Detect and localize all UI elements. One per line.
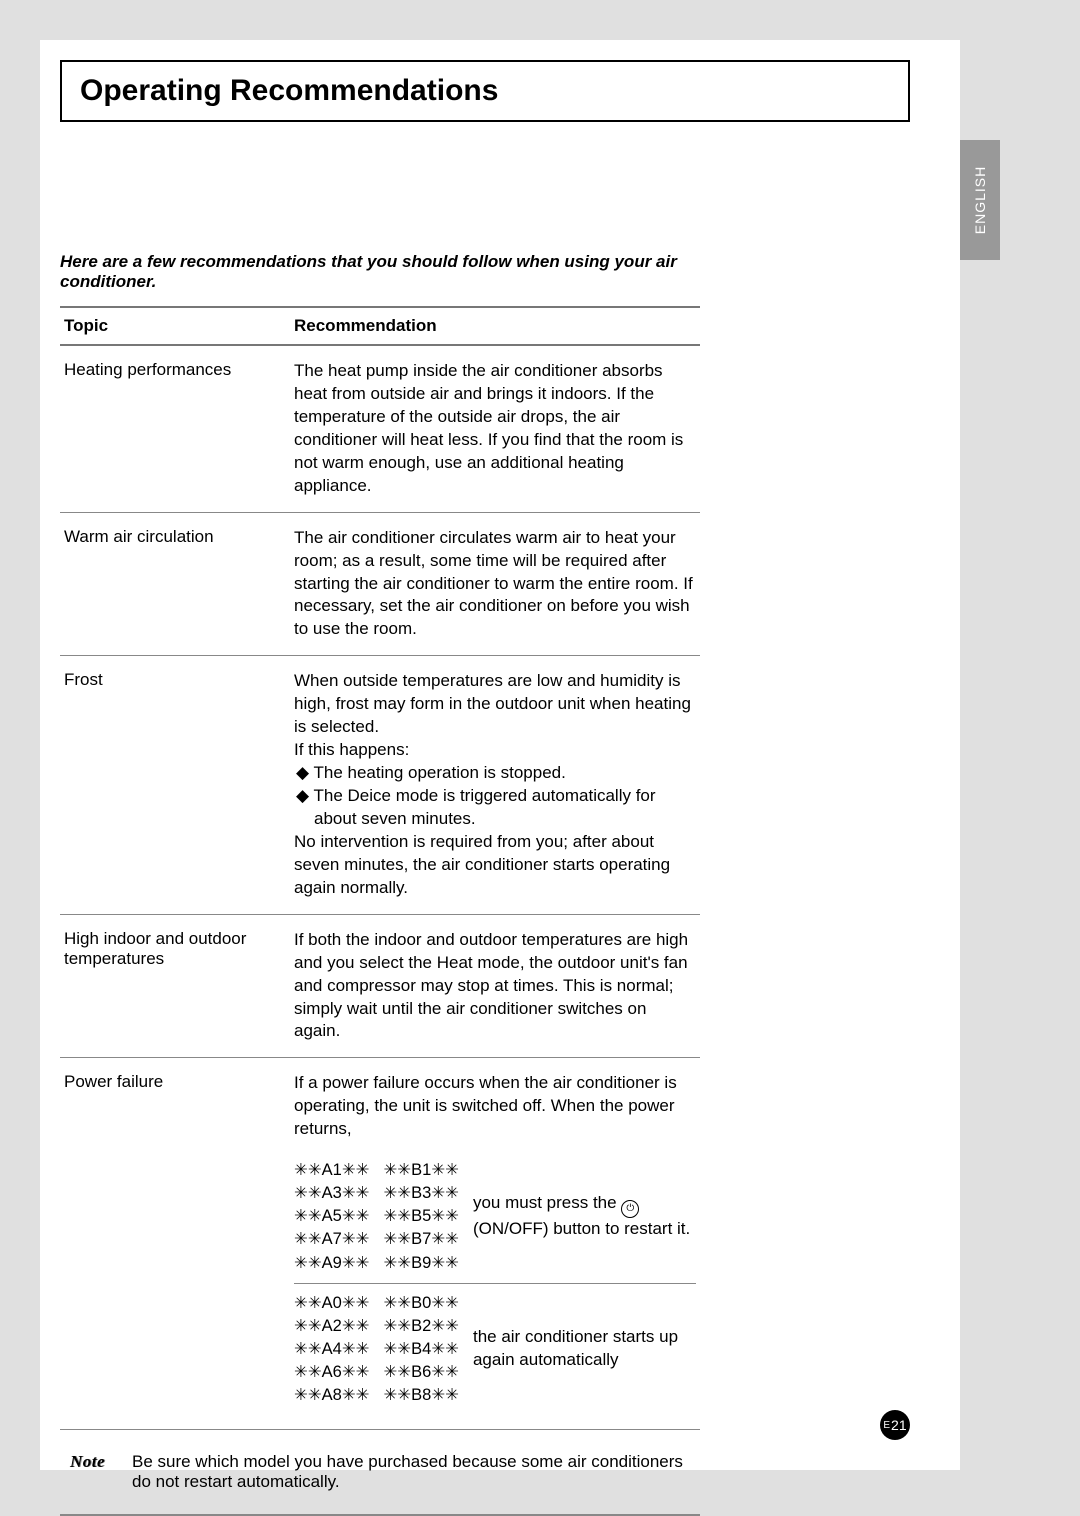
- power-failure-text: If a power failure occurs when the air c…: [294, 1072, 696, 1141]
- topic-cell: Warm air circulation: [60, 512, 290, 656]
- code: ✳✳A8✳✳: [294, 1384, 369, 1407]
- frost-bullet: The Deice mode is triggered automaticall…: [300, 785, 696, 831]
- page-title: Operating Recommendations: [80, 74, 890, 108]
- codes-column-b: ✳✳B0✳✳ ✳✳B2✳✳ ✳✳B4✳✳ ✳✳B6✳✳ ✳✳B8✳✳: [383, 1292, 458, 1407]
- language-tab: ENGLISH: [960, 140, 1000, 260]
- code: ✳✳A3✳✳: [294, 1182, 369, 1205]
- page-number-badge: E21: [880, 1410, 910, 1440]
- recommendation-cell: When outside temperatures are low and hu…: [290, 656, 700, 914]
- onoff-icon: ⏻: [621, 1200, 639, 1218]
- page-number-prefix: E: [883, 1420, 890, 1431]
- frost-pre-text: When outside temperatures are low and hu…: [294, 670, 696, 762]
- recommendation-cell: The heat pump inside the air conditioner…: [290, 345, 700, 512]
- topic-cell: High indoor and outdoor temperatures: [60, 914, 290, 1058]
- intro-text: Here are a few recommendations that you …: [60, 252, 680, 292]
- title-box: Operating Recommendations: [60, 60, 910, 122]
- code: ✳✳B7✳✳: [383, 1228, 458, 1251]
- note-label: Note: [66, 1442, 126, 1502]
- codes-column-a: ✳✳A0✳✳ ✳✳A2✳✳ ✳✳A4✳✳ ✳✳A6✳✳ ✳✳A8✳✳: [294, 1292, 369, 1407]
- table-row: Warm air circulation The air conditioner…: [60, 512, 700, 656]
- header-recommendation: Recommendation: [290, 307, 700, 345]
- code: ✳✳A7✳✳: [294, 1228, 369, 1251]
- document-page: Operating Recommendations ENGLISH Here a…: [40, 40, 960, 1470]
- table-row: High indoor and outdoor temperatures If …: [60, 914, 700, 1058]
- codes-column-b: ✳✳B1✳✳ ✳✳B3✳✳ ✳✳B5✳✳ ✳✳B7✳✳ ✳✳B9✳✳: [383, 1159, 458, 1274]
- codes-description: the air conditioner starts up again auto…: [473, 1326, 696, 1372]
- code: ✳✳B5✳✳: [383, 1205, 458, 1228]
- code: ✳✳B8✳✳: [383, 1384, 458, 1407]
- code: ✳✳B1✳✳: [383, 1159, 458, 1182]
- note-row: Note Be sure which model you have purcha…: [60, 1430, 700, 1516]
- frost-post-text: No intervention is required from you; af…: [294, 831, 696, 900]
- topic-cell: Heating performances: [60, 345, 290, 512]
- page-number: 21: [891, 1417, 907, 1433]
- note-text: Be sure which model you have purchased b…: [128, 1442, 694, 1502]
- topic-cell: Frost: [60, 656, 290, 914]
- codes-description: you must press the ⏻ (ON/OFF) button to …: [473, 1192, 696, 1241]
- codes-block: ✳✳A0✳✳ ✳✳A2✳✳ ✳✳A4✳✳ ✳✳A6✳✳ ✳✳A8✳✳ ✳✳B0✳…: [294, 1283, 696, 1415]
- topic-cell: Power failure: [60, 1058, 290, 1430]
- frost-bullet: The heating operation is stopped.: [300, 762, 696, 785]
- table-row: Heating performances The heat pump insid…: [60, 345, 700, 512]
- recommendation-cell: The air conditioner circulates warm air …: [290, 512, 700, 656]
- recommendations-table: Topic Recommendation Heating performance…: [60, 306, 700, 1516]
- code: ✳✳B4✳✳: [383, 1338, 458, 1361]
- code: ✳✳B2✳✳: [383, 1315, 458, 1338]
- codes-block: ✳✳A1✳✳ ✳✳A3✳✳ ✳✳A5✳✳ ✳✳A7✳✳ ✳✳A9✳✳ ✳✳B1✳…: [294, 1151, 696, 1282]
- code: ✳✳A1✳✳: [294, 1159, 369, 1182]
- codes-column-a: ✳✳A1✳✳ ✳✳A3✳✳ ✳✳A5✳✳ ✳✳A7✳✳ ✳✳A9✳✳: [294, 1159, 369, 1274]
- code: ✳✳A2✳✳: [294, 1315, 369, 1338]
- table-row: Frost When outside temperatures are low …: [60, 656, 700, 914]
- code: ✳✳A5✳✳: [294, 1205, 369, 1228]
- code: ✳✳B9✳✳: [383, 1252, 458, 1275]
- recommendation-cell: If a power failure occurs when the air c…: [290, 1058, 700, 1430]
- code: ✳✳A6✳✳: [294, 1361, 369, 1384]
- recommendation-cell: If both the indoor and outdoor temperatu…: [290, 914, 700, 1058]
- table-header-row: Topic Recommendation: [60, 307, 700, 345]
- code: ✳✳B6✳✳: [383, 1361, 458, 1384]
- note-cell: Note Be sure which model you have purcha…: [60, 1430, 700, 1516]
- desc-post: (ON/OFF) button to restart it.: [473, 1219, 690, 1238]
- code: ✳✳A0✳✳: [294, 1292, 369, 1315]
- table-row: Power failure If a power failure occurs …: [60, 1058, 700, 1430]
- header-topic: Topic: [60, 307, 290, 345]
- code: ✳✳B3✳✳: [383, 1182, 458, 1205]
- code: ✳✳A9✳✳: [294, 1252, 369, 1275]
- language-label: ENGLISH: [972, 166, 988, 234]
- frost-bullets: The heating operation is stopped. The De…: [294, 762, 696, 831]
- code: ✳✳A4✳✳: [294, 1338, 369, 1361]
- desc-pre: you must press the: [473, 1193, 617, 1212]
- code: ✳✳B0✳✳: [383, 1292, 458, 1315]
